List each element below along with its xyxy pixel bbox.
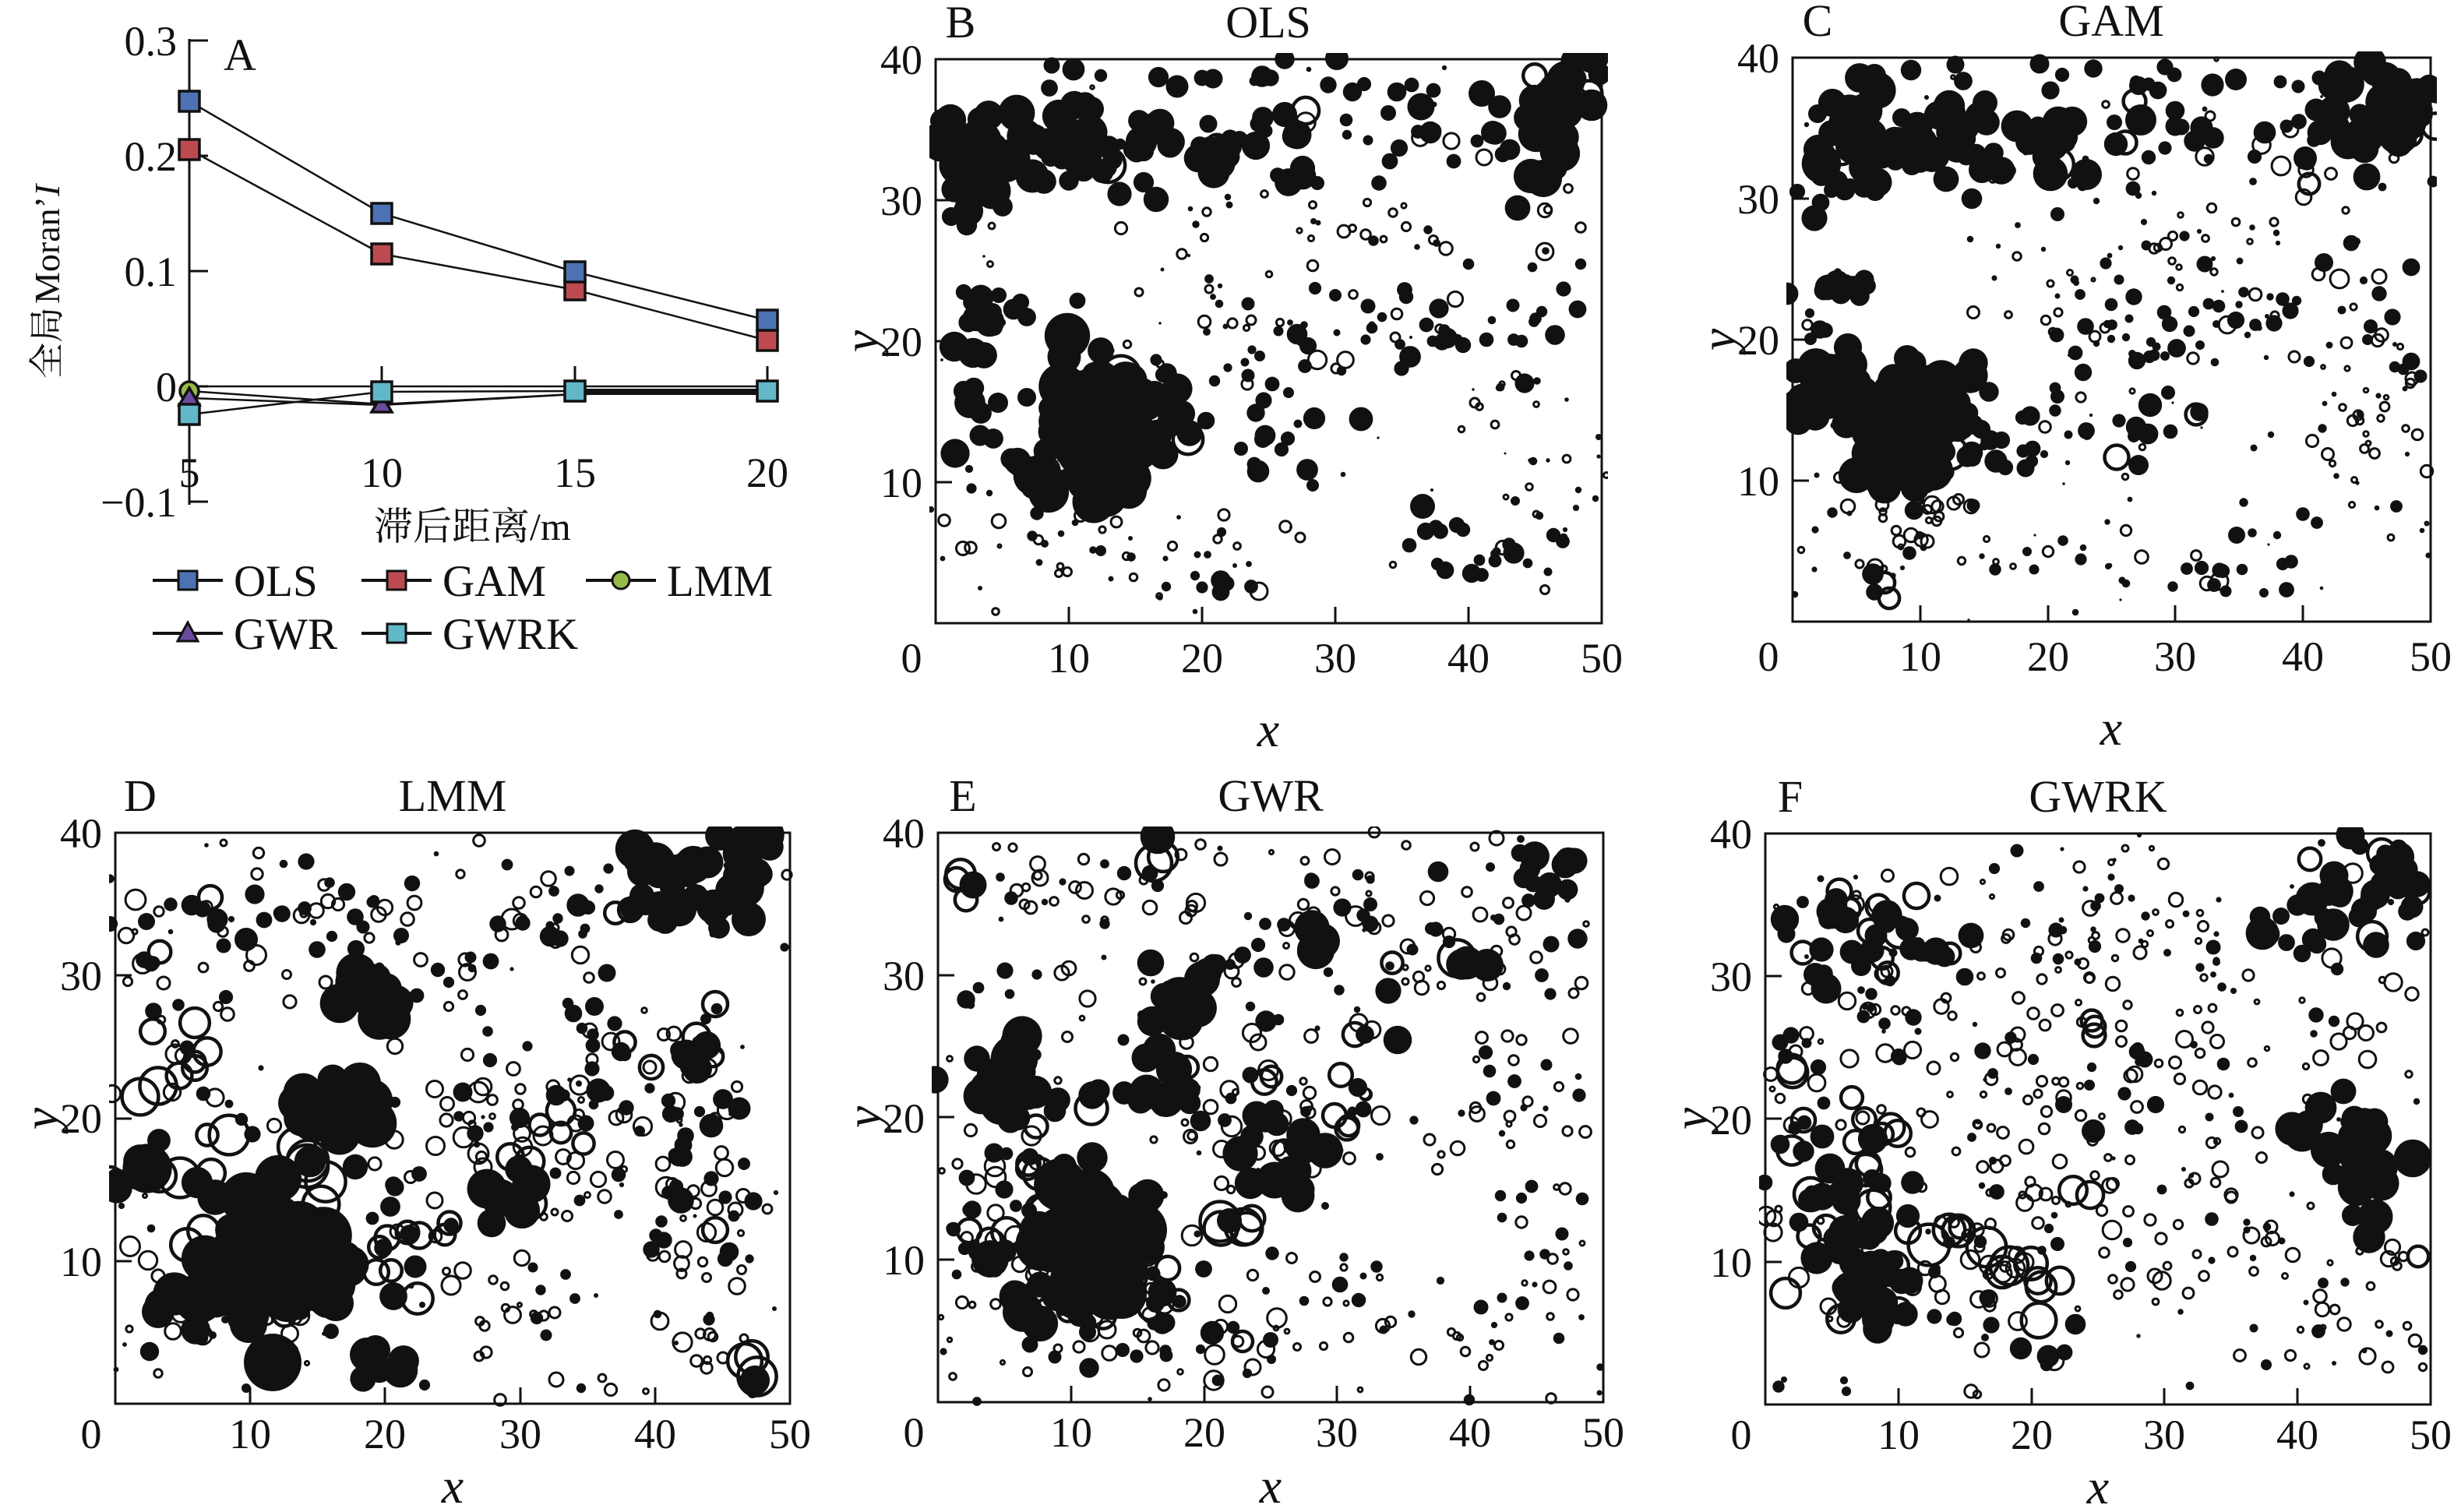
svg-text:30: 30 — [499, 1411, 541, 1457]
svg-text:20: 20 — [883, 1095, 925, 1142]
svg-text:10: 10 — [1737, 458, 1779, 505]
svg-text:30: 30 — [1710, 953, 1752, 1000]
svg-text:GWR: GWR — [234, 610, 337, 659]
svg-text:10: 10 — [1048, 635, 1090, 682]
svg-text:10: 10 — [1878, 1412, 1920, 1458]
svg-text:0.1: 0.1 — [125, 248, 178, 295]
svg-text:40: 40 — [1710, 811, 1752, 858]
svg-text:0: 0 — [904, 1409, 925, 1456]
svg-text:20: 20 — [364, 1411, 406, 1457]
svg-text:20: 20 — [1710, 1097, 1752, 1144]
svg-text:30: 30 — [2143, 1412, 2185, 1458]
svg-text:GAM: GAM — [442, 557, 546, 606]
svg-text:10: 10 — [880, 460, 922, 506]
svg-text:GWR: GWR — [1218, 770, 1324, 821]
svg-text:20: 20 — [1181, 635, 1223, 682]
svg-text:20: 20 — [2027, 633, 2069, 680]
svg-text:0: 0 — [1731, 1412, 1752, 1458]
svg-text:LMM: LMM — [399, 770, 507, 821]
svg-text:20: 20 — [1737, 317, 1779, 364]
svg-text:0: 0 — [1758, 633, 1779, 680]
svg-text:x: x — [1259, 1458, 1282, 1512]
svg-text:−0.1: −0.1 — [100, 479, 177, 526]
svg-text:10: 10 — [361, 449, 403, 496]
svg-text:20: 20 — [880, 319, 922, 365]
svg-text:C: C — [1803, 0, 1833, 46]
svg-text:0.2: 0.2 — [125, 133, 178, 180]
svg-text:10: 10 — [1710, 1239, 1752, 1286]
svg-text:0: 0 — [81, 1411, 102, 1457]
svg-text:20: 20 — [60, 1095, 102, 1142]
svg-text:30: 30 — [1316, 1409, 1358, 1456]
svg-text:5: 5 — [179, 449, 200, 496]
svg-text:B: B — [946, 0, 976, 48]
svg-text:GWRK: GWRK — [442, 610, 578, 659]
svg-text:GAM: GAM — [2058, 0, 2163, 46]
svg-text:x: x — [2086, 1459, 2109, 1512]
svg-text:D: D — [124, 770, 157, 821]
svg-text:LMM: LMM — [667, 557, 773, 606]
svg-text:40: 40 — [883, 810, 925, 857]
svg-text:50: 50 — [2410, 1412, 2452, 1458]
svg-text:40: 40 — [1737, 35, 1779, 82]
svg-text:E: E — [949, 770, 976, 821]
svg-text:30: 30 — [883, 953, 925, 999]
svg-text:30: 30 — [2154, 633, 2196, 680]
svg-text:40: 40 — [2276, 1412, 2318, 1458]
svg-text:40: 40 — [2282, 633, 2324, 680]
svg-text:0.3: 0.3 — [125, 18, 178, 65]
svg-text:10: 10 — [229, 1411, 271, 1457]
svg-text:50: 50 — [1582, 1409, 1624, 1456]
svg-text:20: 20 — [1183, 1409, 1225, 1456]
svg-text:x: x — [1257, 702, 1279, 757]
svg-text:40: 40 — [1449, 1409, 1491, 1456]
svg-text:30: 30 — [1314, 635, 1356, 682]
svg-text:20: 20 — [2011, 1412, 2053, 1458]
svg-text:50: 50 — [769, 1411, 811, 1457]
svg-text:10: 10 — [60, 1239, 102, 1285]
svg-text:40: 40 — [60, 810, 102, 857]
svg-text:30: 30 — [1737, 176, 1779, 223]
svg-text:GWRK: GWRK — [2029, 771, 2167, 822]
svg-text:y: y — [1663, 1107, 1719, 1134]
svg-text:0: 0 — [901, 635, 922, 682]
svg-text:OLS: OLS — [234, 557, 318, 606]
svg-text:10: 10 — [1899, 633, 1941, 680]
svg-text:40: 40 — [1447, 635, 1490, 682]
svg-text:A: A — [224, 30, 256, 80]
svg-text:30: 30 — [60, 953, 102, 999]
svg-text:y: y — [834, 330, 889, 357]
svg-text:15: 15 — [554, 449, 596, 496]
svg-text:30: 30 — [880, 178, 922, 224]
svg-text:/m: /m — [530, 505, 571, 548]
svg-text:y: y — [13, 1107, 69, 1134]
svg-text:x: x — [441, 1458, 464, 1512]
svg-text:50: 50 — [1581, 635, 1623, 682]
svg-text:10: 10 — [883, 1237, 925, 1284]
svg-text:F: F — [1778, 771, 1803, 822]
svg-text:x: x — [2100, 700, 2122, 756]
svg-text:10: 10 — [1050, 1409, 1092, 1456]
svg-text:Moran’I: Moran’I — [27, 182, 67, 304]
svg-text:40: 40 — [880, 37, 922, 83]
svg-text:y: y — [836, 1105, 891, 1133]
svg-text:y: y — [1691, 328, 1746, 355]
svg-text:OLS: OLS — [1225, 0, 1311, 48]
svg-text:0: 0 — [156, 364, 177, 411]
svg-text:20: 20 — [746, 449, 788, 496]
svg-text:50: 50 — [2410, 633, 2452, 680]
svg-text:40: 40 — [634, 1411, 676, 1457]
